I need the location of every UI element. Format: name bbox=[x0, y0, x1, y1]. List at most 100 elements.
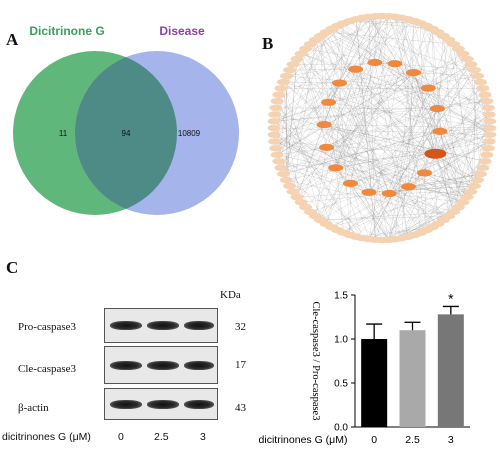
band bbox=[184, 321, 214, 330]
network-edge bbox=[320, 35, 329, 103]
network-node bbox=[481, 144, 495, 152]
panel-label-c: C bbox=[6, 258, 19, 277]
network-inner-ring bbox=[316, 58, 448, 198]
blot-label-beta-actin: β-actin bbox=[18, 402, 49, 414]
network-node bbox=[274, 164, 288, 171]
network-core-node bbox=[432, 127, 448, 135]
network-edge bbox=[273, 127, 449, 217]
network-edge bbox=[326, 32, 390, 194]
network-node bbox=[267, 124, 281, 132]
network-edge bbox=[274, 108, 438, 122]
network-core-node bbox=[400, 183, 416, 191]
blot-dose-1: 2.5 bbox=[154, 431, 169, 443]
network-edge bbox=[310, 192, 370, 212]
network-edge bbox=[437, 108, 471, 192]
network-edge bbox=[280, 88, 332, 228]
network-edge bbox=[278, 108, 438, 162]
network-edge bbox=[326, 62, 375, 224]
network-edge bbox=[439, 131, 489, 149]
network-edge bbox=[331, 28, 390, 194]
network-edge bbox=[388, 16, 468, 198]
network-node bbox=[290, 55, 304, 63]
network-edge bbox=[389, 193, 463, 203]
network-node bbox=[269, 104, 283, 112]
network-edge bbox=[289, 69, 370, 193]
network-edge bbox=[326, 64, 471, 148]
band bbox=[147, 400, 179, 409]
network-edge bbox=[389, 193, 402, 239]
network-edge bbox=[328, 102, 454, 212]
venn-right-count: 10809 bbox=[178, 129, 201, 138]
network-edge bbox=[275, 107, 449, 217]
network-core-node bbox=[316, 121, 332, 129]
network-edge bbox=[273, 15, 383, 129]
blot-strip-cle-caspase3 bbox=[104, 346, 218, 384]
network-edge bbox=[305, 53, 463, 208]
network-node bbox=[290, 193, 304, 201]
network-edge bbox=[274, 134, 463, 203]
significance-marker: * bbox=[448, 290, 454, 306]
network-node bbox=[279, 176, 293, 184]
network-edge bbox=[328, 16, 376, 103]
network-edge bbox=[394, 63, 468, 198]
network-edge bbox=[349, 20, 396, 64]
network-edge bbox=[335, 15, 383, 168]
network-edge bbox=[413, 25, 427, 73]
network-edge bbox=[331, 28, 427, 231]
network-edge bbox=[335, 167, 402, 239]
network-node bbox=[267, 118, 281, 125]
blot-strip-beta-actin bbox=[104, 388, 218, 420]
network-edge bbox=[413, 72, 459, 208]
network-node bbox=[272, 91, 286, 98]
network-node bbox=[480, 151, 494, 159]
network-edge bbox=[289, 72, 414, 187]
network-node bbox=[460, 193, 474, 201]
network-edge bbox=[283, 102, 329, 175]
network-node bbox=[467, 182, 481, 190]
network-edge bbox=[394, 63, 481, 83]
y-tick-label: 1.0 bbox=[334, 335, 348, 346]
network-edge bbox=[289, 69, 356, 71]
network-edge bbox=[324, 124, 463, 203]
network-node bbox=[467, 66, 481, 74]
bar-0 bbox=[361, 339, 388, 427]
network-edge bbox=[350, 148, 489, 184]
network-edge bbox=[349, 20, 433, 29]
network-edge bbox=[280, 17, 363, 168]
network-edge bbox=[331, 28, 429, 89]
network-edge bbox=[296, 17, 363, 198]
network-edge bbox=[413, 72, 489, 108]
network-core-node bbox=[342, 179, 358, 188]
network-edge bbox=[389, 173, 481, 194]
network-edge bbox=[362, 17, 487, 102]
chart-ylabel: Cle-caspase3 / Pro-caspase3 bbox=[310, 302, 321, 421]
network-edge bbox=[368, 16, 441, 132]
network-edge bbox=[374, 16, 376, 63]
network-edge bbox=[274, 124, 325, 142]
network-edge bbox=[368, 39, 449, 240]
network-node bbox=[451, 45, 465, 53]
network-edge bbox=[355, 69, 454, 212]
network-edge bbox=[428, 64, 471, 89]
network-edge bbox=[388, 16, 454, 212]
network-edge bbox=[394, 63, 459, 208]
band bbox=[147, 361, 179, 370]
network-core-node bbox=[348, 65, 364, 73]
network-node bbox=[268, 138, 282, 145]
network-edge bbox=[368, 192, 449, 217]
network-edge bbox=[289, 20, 350, 71]
network-edge bbox=[428, 88, 478, 181]
network-edge bbox=[355, 69, 389, 240]
network-edge bbox=[323, 124, 363, 239]
network-edge bbox=[356, 153, 436, 237]
network-edge bbox=[328, 102, 389, 240]
network-edge bbox=[320, 216, 449, 221]
network-edge bbox=[280, 23, 344, 89]
network-edge bbox=[326, 32, 459, 208]
network-node bbox=[272, 158, 286, 165]
network-edge bbox=[286, 75, 325, 125]
network-edge bbox=[401, 17, 436, 154]
venn-left-label: Dicitrinone G bbox=[29, 24, 104, 38]
network-edge bbox=[280, 127, 491, 168]
network-node bbox=[476, 164, 490, 171]
